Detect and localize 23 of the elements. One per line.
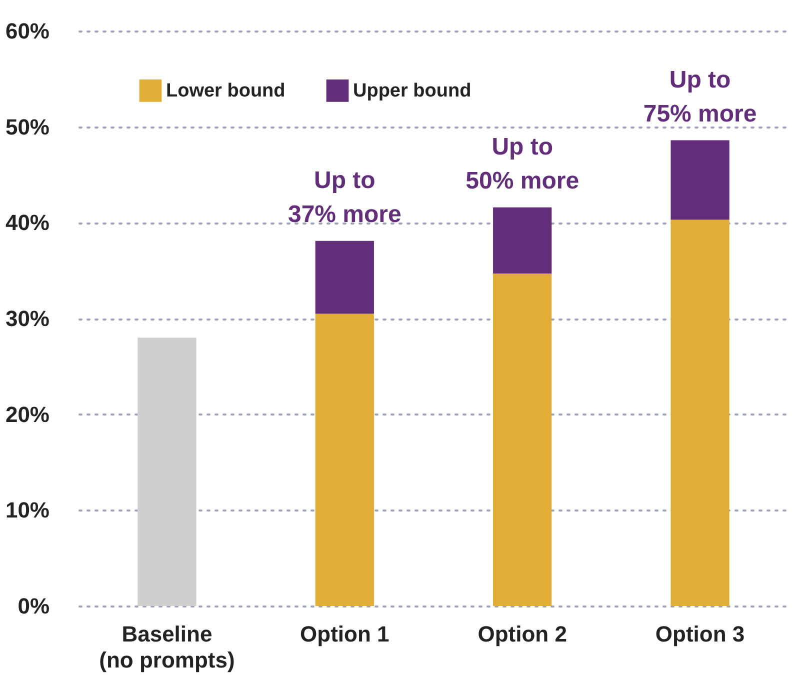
legend-label: Upper bound [353,80,472,102]
y-tick-label: 10% [5,498,50,523]
bar [493,273,552,606]
bar [670,220,730,606]
annotation: Up to 75% more [643,66,757,128]
y-tick-label: 50% [5,114,50,140]
x-tick-label: Option 2 [478,622,567,646]
bar [315,314,374,606]
y-tick-label: 0% [18,594,50,618]
x-tick-label: Option 1 [300,622,390,646]
y-tick-label: 30% [5,306,50,331]
x-tick-label: Baseline (no prompts) [99,622,235,672]
bar [138,338,196,606]
bar [670,140,730,220]
y-tick-label: 40% [5,210,50,236]
x-tick-label: Option 3 [655,622,745,646]
bar [315,240,374,314]
legend-label: Lower bound [166,80,286,102]
y-tick-label: 60% [5,18,50,44]
annotation: Up to 37% more [288,166,402,228]
y-tick-label: 20% [5,402,50,427]
annotation: Up to 50% more [466,133,580,194]
bar [493,207,552,274]
